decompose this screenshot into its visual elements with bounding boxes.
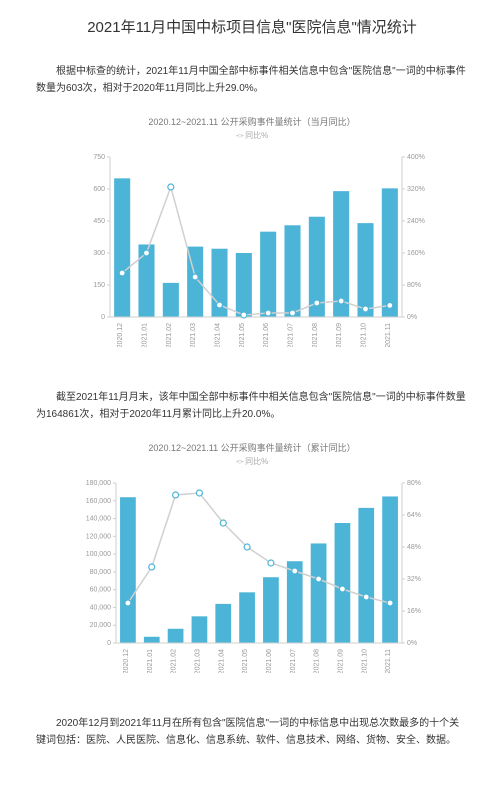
svg-text:2020.12: 2020.12: [123, 649, 130, 673]
svg-text:120,000: 120,000: [86, 533, 111, 540]
chart-2-legend-label: 同比%: [245, 457, 268, 466]
svg-text:2020.12: 2020.12: [117, 323, 124, 347]
svg-text:2021.04: 2021.04: [218, 649, 225, 673]
svg-text:40,000: 40,000: [90, 604, 112, 611]
svg-text:48%: 48%: [407, 544, 421, 551]
chart-1-legend-label: 同比%: [245, 131, 268, 140]
svg-text:2021.01: 2021.01: [147, 649, 154, 673]
svg-text:16%: 16%: [407, 608, 421, 615]
svg-text:2021.03: 2021.03: [190, 323, 197, 347]
svg-text:0: 0: [107, 640, 111, 647]
page-title: 2021年11月中国中标项目信息"医院信息"情况统计: [36, 16, 468, 37]
svg-text:100,000: 100,000: [86, 551, 111, 558]
legend-line-icon: -○-: [236, 457, 243, 466]
svg-text:60,000: 60,000: [90, 587, 112, 594]
svg-text:2021.07: 2021.07: [290, 649, 297, 673]
svg-text:450: 450: [93, 218, 105, 225]
svg-text:2021.10: 2021.10: [361, 323, 368, 347]
svg-text:2021.02: 2021.02: [166, 323, 173, 347]
svg-text:80,000: 80,000: [90, 569, 112, 576]
svg-text:240%: 240%: [407, 218, 425, 225]
svg-text:80%: 80%: [407, 282, 421, 289]
svg-text:320%: 320%: [407, 186, 425, 193]
svg-text:32%: 32%: [407, 576, 421, 583]
paragraph-2: 截至2021年11月月末，该年中国全部中标事件中相关信息包含"医院信息"一词的中…: [36, 389, 468, 423]
chart-2-wrap: 2020.12~2021.11 公开采购事件量统计（累计同比） -○- 同比% …: [36, 441, 468, 673]
svg-text:600: 600: [93, 186, 105, 193]
chart-1-legend: -○- 同比%: [36, 130, 468, 141]
svg-text:750: 750: [93, 154, 105, 161]
svg-text:0%: 0%: [407, 314, 417, 321]
paragraph-1: 根据中标查的统计，2021年11月中国全部中标事件相关信息中包含"医院信息"一词…: [36, 63, 468, 97]
svg-text:2021.06: 2021.06: [266, 649, 273, 673]
legend-line-icon: -○-: [236, 131, 243, 140]
svg-text:0%: 0%: [407, 640, 417, 647]
svg-text:2021.09: 2021.09: [337, 649, 344, 673]
svg-text:2021.08: 2021.08: [314, 649, 321, 673]
chart-2-title: 2020.12~2021.11 公开采购事件量统计（累计同比）: [36, 441, 468, 454]
svg-text:20,000: 20,000: [90, 622, 112, 629]
svg-text:150: 150: [93, 282, 105, 289]
svg-text:2021.11: 2021.11: [385, 649, 392, 673]
svg-text:180,000: 180,000: [86, 480, 111, 487]
svg-text:2021.04: 2021.04: [215, 323, 222, 347]
chart-2-legend: -○- 同比%: [36, 456, 468, 467]
svg-text:2021.03: 2021.03: [194, 649, 201, 673]
svg-text:2021.11: 2021.11: [385, 323, 392, 347]
svg-text:160%: 160%: [407, 250, 425, 257]
chart-1-title: 2020.12~2021.11 公开采购事件量统计（当月同比）: [36, 115, 468, 128]
chart-1-canvas: 0 150 300 450 600 750 0% 80% 160% 240% 320% 400% 202…: [72, 147, 432, 347]
chart-1-wrap: 2020.12~2021.11 公开采购事件量统计（当月同比） -○- 同比% …: [36, 115, 468, 347]
svg-text:2021.09: 2021.09: [336, 323, 343, 347]
svg-text:2021.06: 2021.06: [263, 323, 270, 347]
svg-text:2021.07: 2021.07: [288, 323, 295, 347]
svg-text:2021.05: 2021.05: [239, 323, 246, 347]
svg-text:2021.05: 2021.05: [242, 649, 249, 673]
svg-text:2021.01: 2021.01: [142, 323, 149, 347]
svg-text:300: 300: [93, 250, 105, 257]
paragraph-3: 2020年12月到2021年11月在所有包含"医院信息"一词的中标信息中出现总次…: [36, 715, 468, 749]
svg-text:400%: 400%: [407, 154, 425, 161]
svg-text:140,000: 140,000: [86, 516, 111, 523]
chart-2-canvas: 0 20,000 40,000 60,000 80,000 100,000 120,000 1…: [72, 473, 432, 673]
svg-text:160,000: 160,000: [86, 498, 111, 505]
svg-text:0: 0: [101, 314, 105, 321]
svg-text:64%: 64%: [407, 512, 421, 519]
svg-text:2021.08: 2021.08: [312, 323, 319, 347]
svg-text:80%: 80%: [407, 480, 421, 487]
svg-text:2021.10: 2021.10: [361, 649, 368, 673]
svg-text:2021.02: 2021.02: [171, 649, 178, 673]
page: 2021年11月中国中标项目信息"医院信息"情况统计 根据中标查的统计，2021…: [0, 0, 504, 807]
